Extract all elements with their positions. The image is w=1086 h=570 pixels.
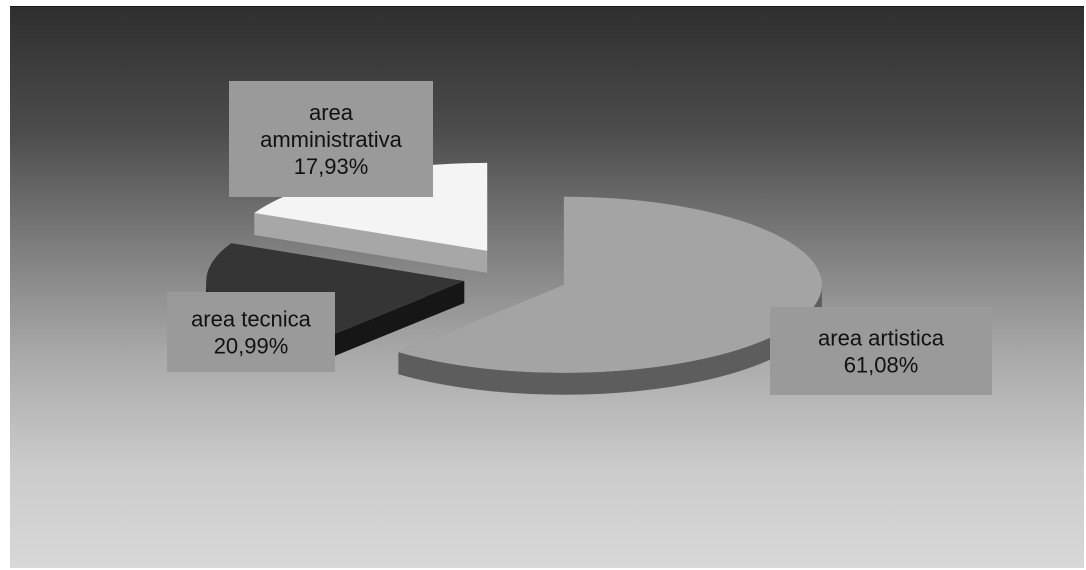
slice-value-label: 61,08%	[844, 353, 919, 378]
data-label-box	[167, 292, 335, 372]
slice-value-label: 17,93%	[294, 154, 369, 179]
slice-name-label: area	[309, 100, 354, 125]
slice-side	[398, 284, 822, 395]
pie-slice-1	[398, 196, 822, 395]
slice-wall	[254, 213, 488, 273]
data-label-box	[770, 307, 992, 395]
chart-frame: area artistica 61,08% area tecnica 20,99% ar…	[10, 6, 1084, 568]
slice-top	[398, 196, 822, 373]
slice-wall	[298, 281, 465, 371]
data-label-box	[229, 81, 433, 197]
slice-name-label: area artistica	[818, 326, 945, 351]
slice-name-label: amministrativa	[260, 127, 403, 152]
slice-value-label: 20,99%	[214, 334, 289, 359]
slice-name-label: area tecnica	[191, 307, 312, 332]
